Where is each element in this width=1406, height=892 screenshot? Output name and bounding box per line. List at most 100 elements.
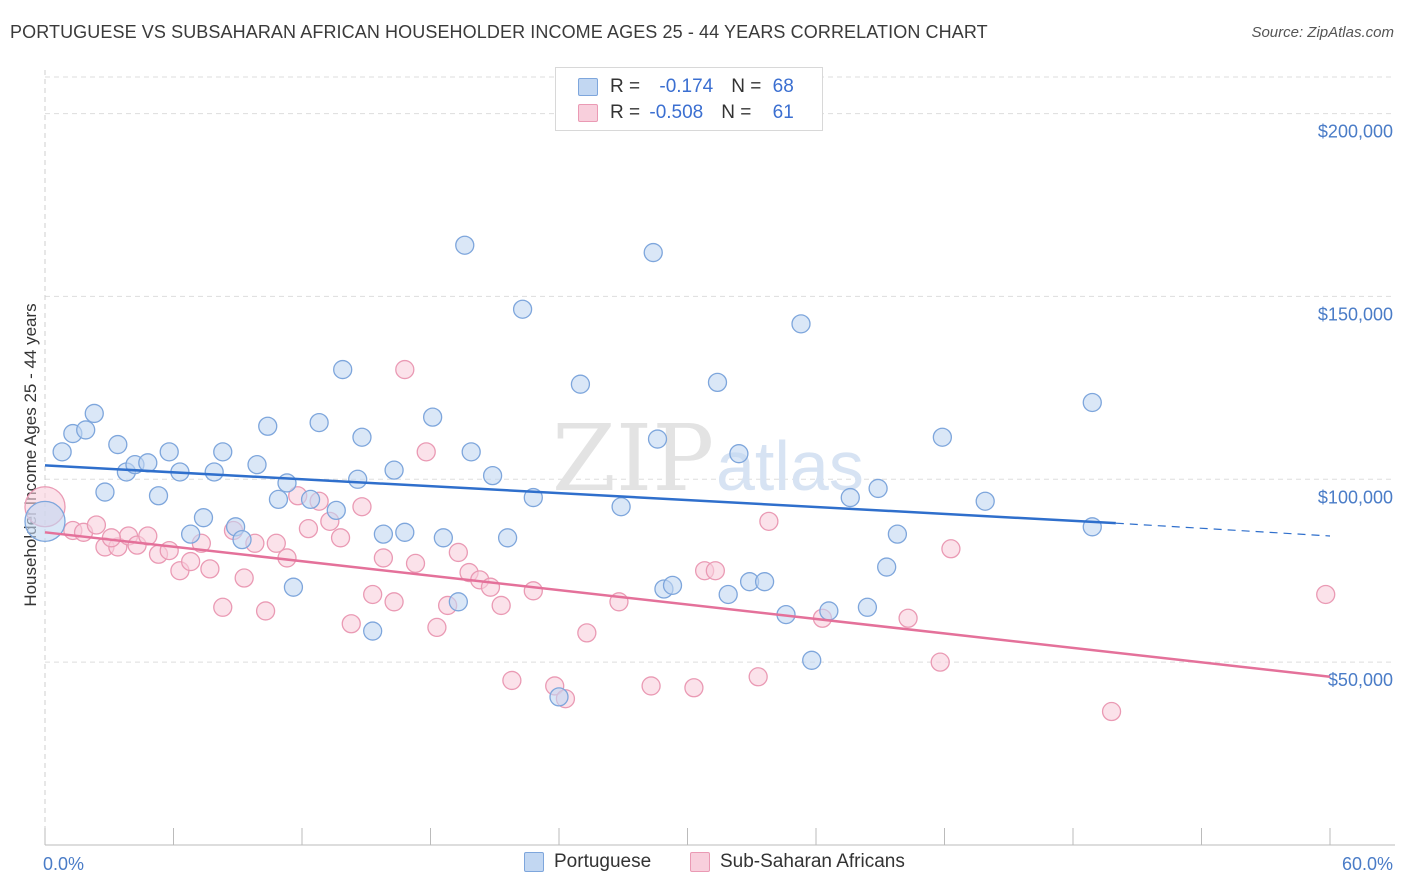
- portuguese-point: [433, 528, 454, 548]
- portuguese-point: [95, 482, 115, 502]
- subsaharan-point: [577, 623, 597, 643]
- portuguese-point: [802, 650, 822, 670]
- legend-r-value: -0.508: [649, 102, 704, 123]
- portuguese-point: [707, 372, 728, 393]
- portuguese-point: [647, 429, 668, 449]
- portuguese-point: [193, 508, 214, 528]
- y-tick-label: $100,000: [1318, 487, 1393, 507]
- portuguese-point: [497, 528, 518, 548]
- legend-n-label: N =: [731, 76, 767, 97]
- portuguese-point: [180, 524, 201, 544]
- portuguese-point: [975, 491, 995, 511]
- portuguese-point: [213, 442, 233, 462]
- portuguese-point: [1082, 392, 1102, 413]
- portuguese-point: [512, 299, 533, 319]
- portuguese-point: [84, 403, 104, 424]
- subsaharan-point: [523, 581, 543, 601]
- portuguese-point: [326, 500, 346, 521]
- portuguese-point: [283, 577, 304, 597]
- portuguese-point: [932, 427, 953, 447]
- subsaharan-point: [930, 652, 950, 672]
- portuguese-point: [258, 416, 278, 436]
- subsaharan-point: [352, 497, 372, 517]
- portuguese-point: [840, 487, 860, 508]
- subsaharan-point: [159, 540, 179, 561]
- portuguese-point: [887, 524, 908, 544]
- legend-n-value: 61: [772, 102, 794, 123]
- subsaharan-point: [213, 597, 233, 617]
- portuguese-point: [384, 460, 404, 480]
- portuguese-point: [718, 584, 738, 605]
- subsaharan-point: [298, 519, 319, 539]
- subsaharan-point: [234, 568, 254, 588]
- portuguese-point: [268, 489, 289, 510]
- portuguese-point: [819, 601, 839, 621]
- bottom-legend-subsaharan: Sub-Saharan Africans: [690, 851, 905, 873]
- y-tick-label: $150,000: [1318, 304, 1393, 324]
- x-tick-max: 60.0%: [1342, 854, 1393, 874]
- legend-swatch-subsaharan: [578, 104, 598, 122]
- portuguese-point: [754, 572, 775, 592]
- legend-row-portuguese: R = -0.174 N = 68: [578, 74, 794, 100]
- portuguese-point: [348, 469, 368, 489]
- subsaharan-point: [86, 515, 107, 535]
- portuguese-point: [159, 442, 179, 462]
- portuguese-point: [309, 412, 329, 433]
- subsaharan-point: [1316, 584, 1336, 605]
- subsaharan-point: [1101, 701, 1122, 722]
- bottom-legend-label-portuguese: Portuguese: [554, 851, 652, 872]
- subsaharan-point: [641, 676, 661, 696]
- portuguese-point: [232, 529, 252, 550]
- portuguese-point: [204, 462, 224, 482]
- bottom-legend-swatch-portuguese: [524, 852, 544, 872]
- legend-n-value: 68: [772, 76, 794, 97]
- portuguese-point: [422, 407, 443, 427]
- portuguese-point: [482, 465, 503, 486]
- subsaharan-point: [384, 592, 404, 612]
- subsaharan-point: [448, 542, 468, 563]
- subsaharan-point: [405, 553, 426, 574]
- portuguese-point: [300, 489, 321, 510]
- portuguese-point: [277, 473, 297, 493]
- series-subsaharan-points: [24, 359, 1336, 722]
- legend-r-value: -0.174: [659, 76, 714, 97]
- chart-title: PORTUGUESE VS SUBSAHARAN AFRICAN HOUSEHO…: [10, 22, 988, 42]
- portuguese-point: [448, 592, 468, 612]
- legend-r-label: R =: [610, 102, 646, 123]
- subsaharan-point: [180, 551, 201, 572]
- y-tick-labels: $50,000 $100,000 $150,000 $200,000: [1318, 122, 1393, 691]
- y-tick-label: $200,000: [1318, 122, 1393, 142]
- bottom-legend-swatch-subsaharan: [690, 852, 710, 872]
- portuguese-trend-extension: [1115, 522, 1331, 537]
- portuguese-point: [643, 242, 663, 263]
- legend-swatch-portuguese: [578, 78, 598, 96]
- legend-r-label: R =: [610, 76, 646, 97]
- subsaharan-point: [502, 670, 522, 691]
- subsaharan-point: [255, 601, 276, 621]
- subsaharan-point: [759, 511, 779, 531]
- portuguese-point: [549, 687, 569, 707]
- portuguese-point: [352, 427, 372, 447]
- portuguese-point: [108, 434, 128, 455]
- portuguese-point: [662, 575, 683, 595]
- subsaharan-point: [941, 539, 961, 559]
- portuguese-point: [868, 478, 888, 499]
- portuguese-point: [455, 235, 475, 255]
- source-credit: Source: ZipAtlas.com: [1251, 24, 1394, 41]
- series-portuguese-points: [24, 235, 1102, 707]
- legend-row-subsaharan: R = -0.508 N = 61: [578, 100, 794, 126]
- bottom-legend-portuguese: Portuguese: [524, 851, 651, 873]
- subsaharan-point: [898, 608, 918, 628]
- portuguese-point: [52, 442, 72, 462]
- portuguese-point: [363, 621, 383, 641]
- subsaharan-point: [748, 667, 768, 687]
- subsaharan-point: [416, 442, 436, 462]
- subsaharan-point: [491, 595, 511, 616]
- subsaharan-point: [101, 528, 122, 548]
- bottom-legend-label-subsaharan: Sub-Saharan Africans: [720, 851, 905, 872]
- portuguese-point: [24, 500, 66, 542]
- portuguese-point: [611, 497, 631, 517]
- portuguese-point: [395, 522, 415, 542]
- portuguese-point: [857, 597, 878, 617]
